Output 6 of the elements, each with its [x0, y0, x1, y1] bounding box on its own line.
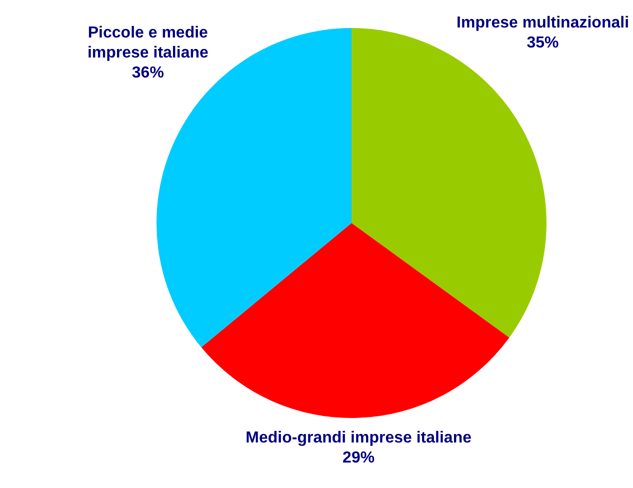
slice-label: Imprese multinazionali	[456, 14, 629, 32]
data-label: 36%	[132, 64, 164, 82]
slice-label: Medio-grandi imprese italiane	[246, 429, 472, 446]
slice-label: Piccole e medie imprese italiane	[87, 24, 208, 62]
data-label: 29%	[342, 449, 375, 466]
data-label: 35%	[526, 34, 559, 52]
